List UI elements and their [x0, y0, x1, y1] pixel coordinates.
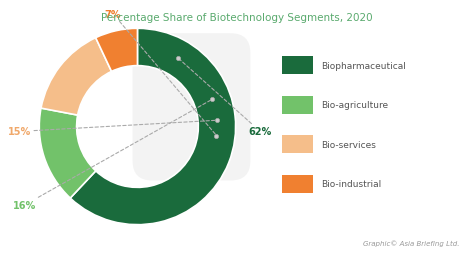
Wedge shape: [39, 109, 96, 198]
Text: 62%: 62%: [178, 59, 272, 137]
Text: Bio-services: Bio-services: [321, 140, 376, 149]
Text: 7%: 7%: [105, 10, 217, 136]
Text: Percentage Share of Biotechnology Segments, 2020: Percentage Share of Biotechnology Segmen…: [101, 13, 373, 23]
Wedge shape: [70, 29, 236, 225]
Text: Graphic© Asia Briefing Ltd.: Graphic© Asia Briefing Ltd.: [363, 240, 460, 246]
Text: Bio-agriculture: Bio-agriculture: [321, 101, 389, 110]
Text: Bio-industrial: Bio-industrial: [321, 180, 382, 189]
Text: 16%: 16%: [13, 100, 212, 210]
FancyBboxPatch shape: [133, 34, 250, 181]
Wedge shape: [96, 29, 137, 72]
Text: Biopharmaceutical: Biopharmaceutical: [321, 61, 406, 71]
Text: 15%: 15%: [8, 121, 217, 137]
Wedge shape: [41, 39, 111, 116]
